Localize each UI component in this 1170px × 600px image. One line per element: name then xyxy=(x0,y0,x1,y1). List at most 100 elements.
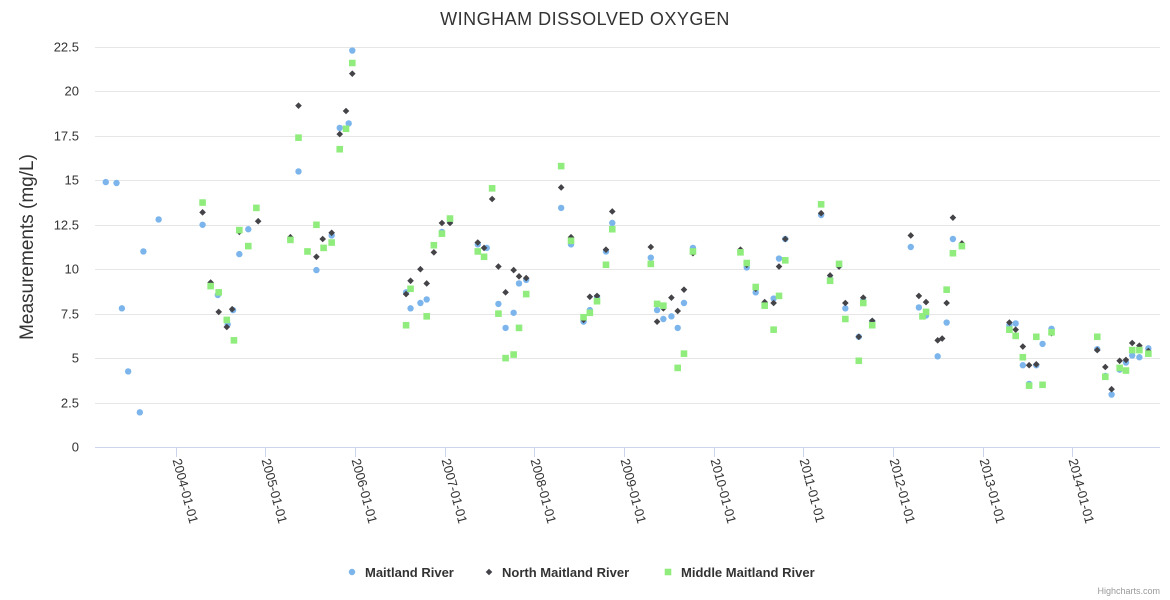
data-point[interactable] xyxy=(653,306,661,314)
data-point[interactable] xyxy=(480,253,488,261)
data-point[interactable] xyxy=(949,235,957,243)
data-point[interactable] xyxy=(488,195,496,203)
data-point[interactable] xyxy=(502,354,509,362)
data-point[interactable] xyxy=(245,226,252,233)
data-point[interactable] xyxy=(943,299,950,307)
data-point[interactable] xyxy=(345,120,352,127)
data-point[interactable] xyxy=(488,185,496,192)
data-point[interactable] xyxy=(1019,362,1027,369)
data-point[interactable] xyxy=(660,302,667,309)
data-point[interactable] xyxy=(674,364,682,372)
data-point[interactable] xyxy=(689,248,697,255)
data-point[interactable] xyxy=(402,321,410,329)
data-point[interactable] xyxy=(207,282,214,290)
data-point[interactable] xyxy=(855,357,863,365)
data-point[interactable] xyxy=(922,298,930,306)
data-point[interactable] xyxy=(647,260,655,268)
data-point[interactable] xyxy=(842,299,849,307)
data-point[interactable] xyxy=(817,201,825,208)
data-point[interactable] xyxy=(826,277,834,285)
data-point[interactable] xyxy=(522,290,530,298)
data-point[interactable] xyxy=(295,102,302,109)
data-point[interactable] xyxy=(842,305,849,312)
data-point[interactable] xyxy=(915,304,923,311)
data-point[interactable] xyxy=(515,280,523,287)
data-point[interactable] xyxy=(1136,354,1143,361)
data-point[interactable] xyxy=(515,273,523,280)
data-point[interactable] xyxy=(320,244,327,252)
data-point[interactable] xyxy=(1039,381,1046,389)
data-point[interactable] xyxy=(647,254,655,261)
data-point[interactable] xyxy=(919,313,926,320)
data-point[interactable] xyxy=(680,286,688,293)
data-point[interactable] xyxy=(743,259,751,267)
data-point[interactable] xyxy=(423,313,430,320)
data-point[interactable] xyxy=(647,243,655,251)
data-point[interactable] xyxy=(510,351,517,358)
data-point[interactable] xyxy=(752,283,759,291)
data-point[interactable] xyxy=(348,70,356,77)
data-point[interactable] xyxy=(842,315,849,323)
data-point[interactable] xyxy=(313,253,320,261)
data-point[interactable] xyxy=(775,263,783,270)
data-point[interactable] xyxy=(1128,346,1136,354)
data-point[interactable] xyxy=(407,305,414,312)
data-point[interactable] xyxy=(835,260,843,268)
data-point[interactable] xyxy=(336,124,343,132)
data-point[interactable] xyxy=(1108,385,1115,393)
data-point[interactable] xyxy=(155,216,162,223)
data-point[interactable] xyxy=(868,317,876,325)
data-point[interactable] xyxy=(938,335,946,342)
data-point[interactable] xyxy=(907,232,915,239)
data-point[interactable] xyxy=(1136,346,1143,354)
data-point[interactable] xyxy=(522,274,530,282)
data-point[interactable] xyxy=(1145,350,1152,357)
data-point[interactable] xyxy=(557,184,565,191)
data-point[interactable] xyxy=(113,179,120,187)
data-point[interactable] xyxy=(586,309,594,317)
data-point[interactable] xyxy=(1129,352,1136,359)
data-point[interactable] xyxy=(674,307,682,315)
data-point[interactable] xyxy=(1039,340,1046,348)
data-point[interactable] xyxy=(236,250,243,258)
data-point[interactable] xyxy=(230,337,238,344)
data-point[interactable] xyxy=(118,305,126,312)
data-point[interactable] xyxy=(254,217,262,225)
data-point[interactable] xyxy=(653,300,661,308)
data-point[interactable] xyxy=(207,279,214,286)
data-point[interactable] xyxy=(199,199,206,206)
data-point[interactable] xyxy=(502,324,509,332)
data-point[interactable] xyxy=(402,290,410,298)
data-point[interactable] xyxy=(199,221,206,228)
data-point[interactable] xyxy=(502,289,509,296)
data-point[interactable] xyxy=(826,272,834,279)
data-point[interactable] xyxy=(438,230,446,237)
data-point[interactable] xyxy=(342,125,350,133)
data-point[interactable] xyxy=(223,323,231,331)
data-point[interactable] xyxy=(593,297,601,305)
data-point[interactable] xyxy=(1122,367,1130,374)
data-point[interactable] xyxy=(761,302,768,309)
legend-symbol[interactable] xyxy=(664,568,672,576)
data-point[interactable] xyxy=(1108,391,1115,398)
data-point[interactable] xyxy=(1025,382,1033,389)
data-point[interactable] xyxy=(770,295,777,302)
data-point[interactable] xyxy=(949,249,957,257)
data-point[interactable] xyxy=(1012,332,1019,340)
data-point[interactable] xyxy=(1116,357,1123,365)
data-point[interactable] xyxy=(859,299,867,307)
data-point[interactable] xyxy=(438,219,446,227)
data-point[interactable] xyxy=(770,326,777,333)
legend-symbol[interactable] xyxy=(485,568,493,576)
data-point[interactable] xyxy=(336,145,344,153)
data-point[interactable] xyxy=(430,241,438,249)
data-point[interactable] xyxy=(1032,361,1040,368)
data-point[interactable] xyxy=(752,289,759,296)
data-point[interactable] xyxy=(586,293,594,301)
data-point[interactable] xyxy=(136,409,144,416)
data-point[interactable] xyxy=(1025,361,1033,369)
data-point[interactable] xyxy=(474,248,482,255)
legend-item[interactable]: Middle Maitland River xyxy=(664,565,815,580)
data-point[interactable] xyxy=(140,248,147,255)
data-point[interactable] xyxy=(407,277,414,285)
